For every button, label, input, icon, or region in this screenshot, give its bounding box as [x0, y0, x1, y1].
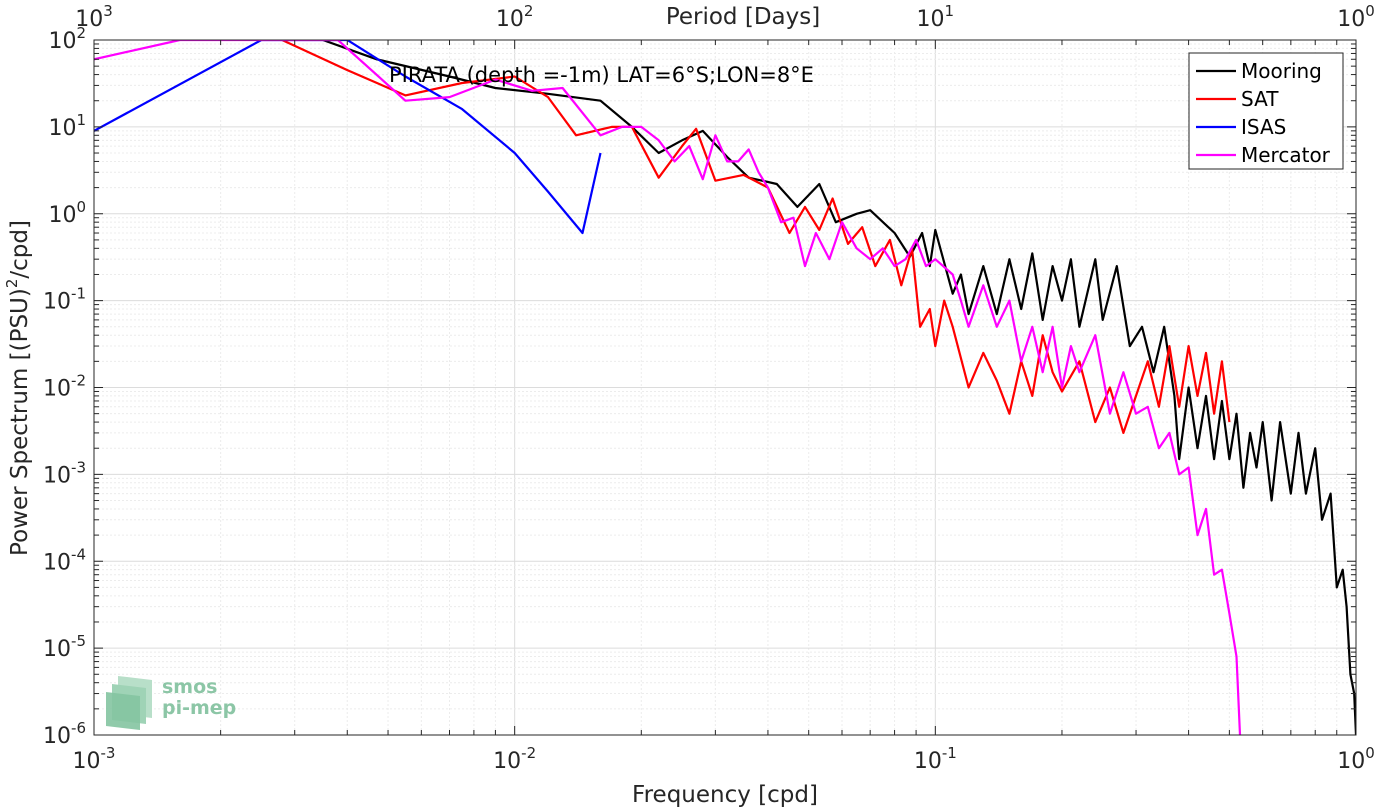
series-line-sat — [281, 40, 1231, 434]
y-tick-label-base: 10 — [43, 550, 71, 575]
y-tick-label-exponent: -3 — [71, 458, 86, 476]
x-tick-label: 10-2 — [493, 744, 536, 774]
x2-tick-label-base: 10 — [917, 7, 945, 32]
grid — [94, 40, 1356, 735]
y-tick-label: 102 — [48, 24, 86, 54]
y-tick-label: 10-3 — [43, 458, 86, 488]
y-tick-label: 10-2 — [43, 372, 86, 402]
series-line-mercator — [94, 40, 1242, 735]
x-tick-label-exponent: -1 — [942, 744, 957, 762]
y-tick-label-base: 10 — [43, 377, 71, 402]
x2-tick-label-base: 10 — [496, 7, 524, 32]
legend-label-mooring: Mooring — [1241, 59, 1322, 83]
legend-box — [1188, 52, 1344, 170]
y-axis-title-tail: /cpd] — [7, 220, 33, 279]
y-tick-label: 10-5 — [43, 632, 86, 662]
y-axis-title-main: Power Spectrum [(PSU) — [7, 288, 33, 556]
x-tick-label: 100 — [1337, 744, 1375, 774]
y-tick-label: 10-4 — [43, 545, 86, 575]
y-tick-label-base: 10 — [43, 724, 71, 749]
y-axis-title-exponent: 2 — [3, 279, 21, 289]
y-tick-label-exponent: 1 — [76, 111, 86, 129]
y-tick-label-exponent: 2 — [76, 24, 86, 42]
x2-tick-label-exponent: 0 — [1365, 2, 1375, 20]
y-tick-label-base: 10 — [48, 203, 76, 228]
y-tick-label: 100 — [48, 198, 86, 228]
x-tick-label-base: 10 — [493, 749, 521, 774]
x-tick-label-exponent: 0 — [1365, 744, 1375, 762]
y-tick-label-base: 10 — [43, 637, 71, 662]
x-tick-label: 10-3 — [73, 744, 116, 774]
series-line-isas — [94, 40, 602, 235]
x2-tick-label-base: 10 — [75, 7, 103, 32]
y-tick-label-base: 10 — [43, 463, 71, 488]
x-axis-title: Frequency [cpd] — [632, 782, 818, 808]
x-tick-label-exponent: -3 — [101, 744, 116, 762]
x2-tick-label-base: 10 — [1337, 7, 1365, 32]
legend-label-mercator: Mercator — [1241, 143, 1331, 167]
y-tick-label-exponent: -2 — [71, 372, 86, 390]
x2-tick-label-exponent: 2 — [524, 2, 534, 20]
x2-tick-label: 102 — [496, 2, 534, 32]
logo-text-smos: smos — [162, 676, 217, 698]
x-tick-label: 10-1 — [914, 744, 957, 774]
logo-layer-front — [106, 692, 140, 730]
y-tick-label: 101 — [48, 111, 86, 141]
series-layer — [94, 40, 1356, 735]
y-tick-label-exponent: 0 — [76, 198, 86, 216]
station-annotation: PIRATA (depth =-1m) LAT=6°S;LON=8°E — [389, 63, 814, 87]
x-tick-label-exponent: -2 — [521, 744, 536, 762]
logo-text-pi-mep: pi-mep — [162, 697, 236, 719]
y-tick-label-base: 10 — [43, 290, 71, 315]
ticks — [94, 40, 1356, 735]
top-x-axis-title: Period [Days] — [666, 4, 820, 30]
y-tick-label-base: 10 — [48, 29, 76, 54]
x-tick-label-base: 10 — [73, 749, 101, 774]
x2-tick-label-exponent: 3 — [103, 2, 113, 20]
y-tick-label: 10-1 — [43, 285, 86, 315]
x2-tick-label: 101 — [917, 2, 955, 32]
y-tick-label-exponent: -5 — [71, 632, 86, 650]
y-tick-label-exponent: -4 — [71, 545, 86, 563]
legend: Mooring SAT ISAS Mercator — [1188, 52, 1344, 170]
y-tick-label-base: 10 — [48, 116, 76, 141]
x2-tick-label-exponent: 1 — [945, 2, 955, 20]
y-axis-title: Power Spectrum [(PSU)2/cpd] — [3, 220, 33, 556]
x2-tick-label: 103 — [75, 2, 113, 32]
legend-label-sat: SAT — [1241, 87, 1279, 111]
y-tick-label-exponent: -6 — [71, 719, 86, 737]
y-tick-label: 10-6 — [43, 719, 86, 749]
smos-pi-mep-logo: smos pi-mep — [106, 676, 236, 730]
x2-tick-label: 100 — [1337, 2, 1375, 32]
legend-label-isas: ISAS — [1241, 115, 1286, 139]
x-tick-label-base: 10 — [914, 749, 942, 774]
x-tick-label-base: 10 — [1337, 749, 1365, 774]
y-tick-label-exponent: -1 — [71, 285, 86, 303]
